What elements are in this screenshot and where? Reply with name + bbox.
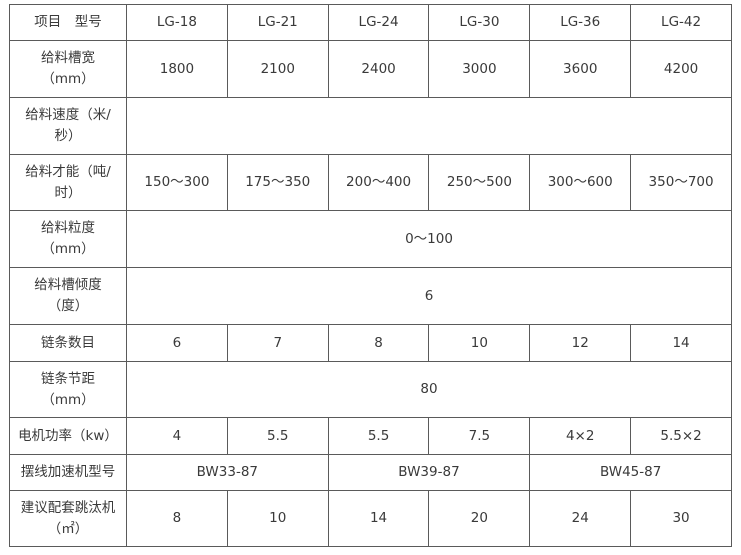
table-cell: 2100: [226, 40, 329, 98]
table-cell: 300～600: [529, 154, 632, 211]
table-cell: 200～400: [327, 154, 430, 211]
row-label: 给料槽宽 （mm）: [9, 40, 127, 98]
table-cell: 350～700: [630, 154, 732, 211]
table-cell: 80: [126, 361, 732, 418]
row-label: 摆线加速机型号: [9, 454, 127, 491]
table-cell: 4200: [630, 40, 732, 98]
row-label: 给料粒度 （mm）: [9, 210, 127, 268]
table-cell: 7: [226, 324, 329, 362]
table-cell: BW45-87: [529, 454, 732, 491]
header-row: 项目 型号 LG-18 LG-21 LG-24 LG-30 LG-36 LG-42: [9, 4, 732, 41]
table-cell: 250～500: [428, 154, 531, 211]
table-cell: 20: [428, 490, 531, 547]
row-label: 链条节距 （mm）: [9, 361, 127, 418]
table-cell: 4: [126, 417, 228, 455]
table-cell: 10: [226, 490, 329, 547]
table-row: 给料粒度 （mm） 0～100: [9, 210, 732, 268]
table-cell: 14: [327, 490, 430, 547]
table-cell: 30: [630, 490, 732, 547]
table-cell: 5.5: [327, 417, 430, 455]
table-cell: 5.5×2: [630, 417, 732, 455]
table-cell: 14: [630, 324, 732, 362]
table-cell: 10: [428, 324, 531, 362]
table-row: 摆线加速机型号 BW33-87 BW39-87 BW45-87: [9, 454, 732, 491]
header-cell: LG-24: [327, 4, 430, 41]
row-label: 给料槽倾度 （度）: [9, 267, 127, 325]
table-cell: BW39-87: [327, 454, 531, 491]
table-cell: 2400: [327, 40, 430, 98]
table-row: 链条数目 6 7 8 10 12 14: [9, 324, 732, 362]
table-row: 给料才能（吨/ 时） 150～300 175～350 200～400 250～500 30…: [9, 154, 732, 211]
spec-table: 项目 型号 LG-18 LG-21 LG-24 LG-30 LG-36 LG-42 给料槽宽 …: [9, 4, 732, 547]
table-cell: 6: [126, 324, 228, 362]
table-cell: 12: [529, 324, 632, 362]
table-row: 电机功率（kw） 4 5.5 5.5 7.5 4×2 5.5×2: [9, 417, 732, 455]
table-cell: 4×2: [529, 417, 632, 455]
table-row: 给料槽宽 （mm） 1800 2100 2400 3000 3600 4200: [9, 40, 732, 98]
header-corner: 项目 型号: [9, 4, 127, 41]
row-label: 建议配套跳汰机 （㎡）: [9, 490, 127, 547]
table-cell: 5.5: [226, 417, 329, 455]
header-cell: LG-30: [428, 4, 531, 41]
table-row: 链条节距 （mm） 80: [9, 361, 732, 418]
table-cell: 0～100: [126, 210, 732, 268]
table-cell: 6: [126, 267, 732, 325]
row-label: 给料才能（吨/ 时）: [9, 154, 127, 211]
table-row: 给料槽倾度 （度） 6: [9, 267, 732, 325]
table-row: 建议配套跳汰机 （㎡） 8 10 14 20 24 30: [9, 490, 732, 547]
table-cell: 150～300: [126, 154, 228, 211]
header-cell: LG-21: [226, 4, 329, 41]
row-label: 给料速度（米/ 秒）: [9, 97, 127, 155]
row-label: 链条数目: [9, 324, 127, 362]
table-cell: 8: [126, 490, 228, 547]
table-cell: 3600: [529, 40, 632, 98]
table-cell: 8: [327, 324, 430, 362]
table-cell: 1800: [126, 40, 228, 98]
table-cell: 3000: [428, 40, 531, 98]
table-cell: 7.5: [428, 417, 531, 455]
table-cell: 24: [529, 490, 632, 547]
header-cell: LG-36: [529, 4, 632, 41]
table-cell: [126, 97, 732, 155]
table-row: 给料速度（米/ 秒）: [9, 97, 732, 155]
header-cell: LG-42: [630, 4, 732, 41]
row-label: 电机功率（kw）: [9, 417, 127, 455]
table-cell: 175～350: [226, 154, 329, 211]
table-cell: BW33-87: [126, 454, 329, 491]
header-cell: LG-18: [126, 4, 228, 41]
